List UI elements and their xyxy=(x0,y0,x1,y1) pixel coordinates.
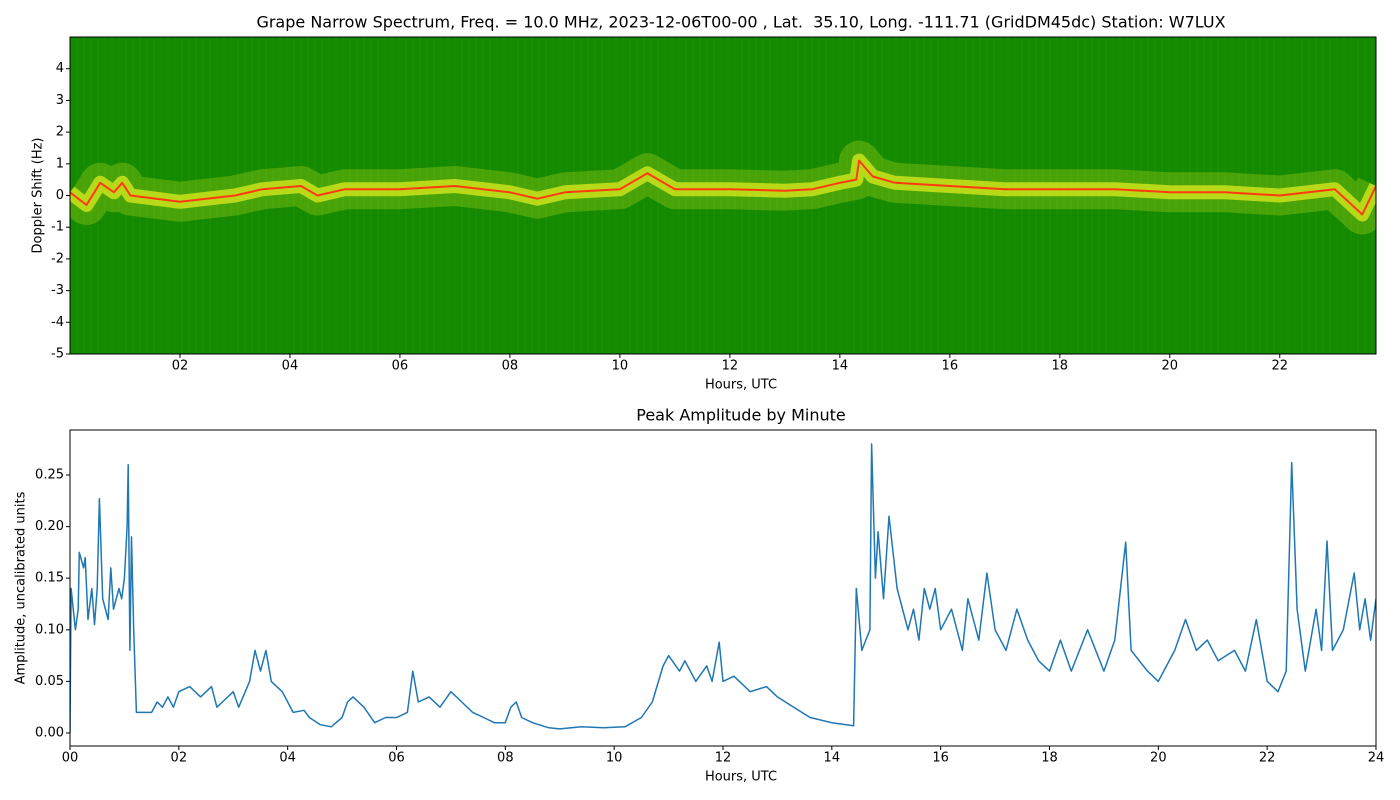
x-tick-label: 06 xyxy=(388,751,405,766)
x-tick-label: 10 xyxy=(606,751,623,766)
y-axis-label: Amplitude, uncalibrated units xyxy=(14,491,29,684)
y-tick-label: -4 xyxy=(51,315,64,330)
x-tick-label: 22 xyxy=(1271,359,1288,374)
x-tick-label: 20 xyxy=(1150,751,1167,766)
x-tick-label: 02 xyxy=(171,751,188,766)
plot-area xyxy=(70,37,1376,354)
y-tick-label: 0.05 xyxy=(35,674,64,689)
y-tick-label: 0 xyxy=(56,188,64,203)
y-tick-label: 0.15 xyxy=(35,571,64,586)
x-tick-label: 04 xyxy=(282,359,299,374)
y-axis-label: Doppler Shift (Hz) xyxy=(31,138,46,254)
x-tick-label: 00 xyxy=(62,751,79,766)
x-tick-label: 18 xyxy=(1052,359,1069,374)
chart-title: Grape Narrow Spectrum, Freq. = 10.0 MHz,… xyxy=(256,13,1225,32)
x-tick-label: 16 xyxy=(932,751,949,766)
x-tick-label: 08 xyxy=(502,359,519,374)
x-tick-label: 08 xyxy=(497,751,514,766)
y-tick-label: -5 xyxy=(51,347,64,362)
x-axis-label: Hours, UTC xyxy=(705,378,777,393)
x-tick-label: 16 xyxy=(942,359,959,374)
plot-area xyxy=(70,443,1376,734)
y-tick-label: 1 xyxy=(56,156,64,171)
y-tick-label: 0.20 xyxy=(35,519,64,534)
x-tick-label: 02 xyxy=(172,359,189,374)
doppler-trace xyxy=(70,159,1376,216)
x-tick-label: 18 xyxy=(1041,751,1058,766)
x-tick-label: 14 xyxy=(832,359,849,374)
y-tick-label: 3 xyxy=(56,93,64,108)
x-tick-label: 04 xyxy=(279,751,296,766)
y-tick-label: -3 xyxy=(51,283,64,298)
y-tick-label: 0.10 xyxy=(35,622,64,637)
y-tick-label: 0.00 xyxy=(35,725,64,740)
x-tick-label: 14 xyxy=(824,751,841,766)
x-tick-label: 22 xyxy=(1259,751,1276,766)
y-tick-label: 4 xyxy=(56,61,64,76)
axes-frame xyxy=(69,429,1377,747)
x-tick-label: 24 xyxy=(1368,751,1385,766)
x-tick-label: 12 xyxy=(722,359,739,374)
chart-title: Peak Amplitude by Minute xyxy=(636,406,846,425)
x-tick-label: 06 xyxy=(392,359,409,374)
x-tick-label: 10 xyxy=(612,359,629,374)
amplitude-line xyxy=(70,443,1376,734)
x-axis-label: Hours, UTC xyxy=(705,770,777,785)
y-tick-label: 0.25 xyxy=(35,467,64,482)
y-tick-label: -1 xyxy=(51,220,64,235)
y-tick-label: -2 xyxy=(51,251,64,266)
x-tick-label: 12 xyxy=(715,751,732,766)
x-tick-label: 20 xyxy=(1162,359,1179,374)
y-tick-label: 2 xyxy=(56,125,64,140)
